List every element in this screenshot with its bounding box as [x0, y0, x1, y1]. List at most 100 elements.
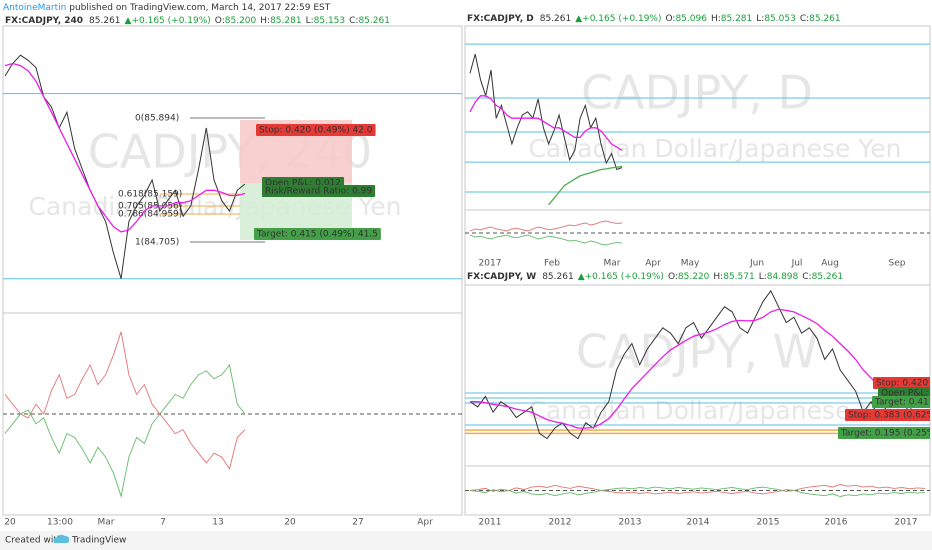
x-tick-label: Jul [791, 259, 803, 269]
footer-created: Created with [5, 536, 63, 546]
x-tick-label: 7 [160, 518, 166, 528]
ohlc-value: 84.898 [767, 272, 799, 282]
moving-average [548, 165, 623, 206]
indicator-line [469, 484, 926, 495]
moving-average [470, 308, 926, 429]
target-label-box [872, 396, 930, 408]
ohlc-label: L: [759, 272, 767, 282]
x-tick-label: 2013 [619, 518, 642, 528]
fib-label: 0(85.894) [135, 114, 179, 124]
quote: 85.261 [540, 14, 572, 24]
target-label-box [254, 228, 381, 240]
symbol-title: FX:CADJPY, D [467, 14, 534, 24]
symbol-header: FX:CADJPY, D 85.261 ▲+0.165 (+0.19%) O:85.0… [467, 14, 841, 24]
price-line [469, 53, 623, 171]
ohlc-label: H: [713, 272, 723, 282]
ohlc-value: 85.571 [723, 272, 755, 282]
moving-average [469, 95, 623, 151]
fib-label: 1(84.705) [135, 238, 179, 248]
price-line [469, 289, 926, 440]
quote: 85.261 [542, 272, 574, 282]
change: ▲+0.165 (+0.19%) [575, 14, 661, 24]
x-tick-label: Sep [889, 259, 906, 269]
indicator-line [469, 486, 926, 497]
ohlc-value: 85.261 [358, 16, 390, 26]
ohlc-value: 85.096 [675, 14, 707, 24]
x-tick-label: 27 [352, 518, 363, 528]
ohlc-value: 85.281 [270, 16, 302, 26]
author[interactable]: AntoineMartin [3, 3, 66, 13]
chart-panel: CADJPY, D Canadian Dollar/Japanese Yen FX:… [464, 14, 931, 516]
plot-area: CADJPY, D Canadian Dollar/Japanese Yen [465, 43, 930, 246]
x-tick-label: 20 [284, 518, 296, 528]
x-tick-label: Apr [645, 259, 661, 269]
indicator-line [469, 220, 623, 232]
ohlc-label: H: [260, 16, 270, 26]
stop-label: Stop: 0.383 (0.62%) [848, 411, 932, 421]
change: ▲+0.165 (+0.19%) [125, 16, 211, 26]
watermark-name: Canadian Dollar/Japanese Yen [529, 134, 902, 163]
x-tick-label: 2017 [895, 518, 918, 528]
ohlc-label: C: [802, 272, 811, 282]
stop-label: Stop: 0.420 (0.49%) 42.0 [876, 379, 932, 389]
pnl-label-box [878, 387, 930, 399]
ohlc-label: O: [668, 272, 678, 282]
ohlc-label: C: [800, 14, 809, 24]
target-label: Target: 0.195 (0.25%) [840, 429, 932, 439]
ohlc-label: C: [349, 16, 358, 26]
watermark-symbol: CADJPY, W [576, 325, 818, 379]
symbol-header: FX:CADJPY, W 85.261 ▲+0.165 (+0.19%) O:85.2… [467, 272, 843, 282]
moving-average [4, 62, 246, 233]
ohlc-label: O: [215, 16, 225, 26]
pnl-label: Open P&L: 0.012 [265, 179, 341, 189]
ohlc-value: 85.200 [225, 16, 257, 26]
x-tick-label: 2011 [479, 518, 502, 528]
ohlc-label: L: [756, 14, 764, 24]
x-tick-label: Feb [544, 259, 560, 269]
fib-label: 0.786(84.959) [118, 210, 182, 220]
x-tick-label: 13 [212, 518, 223, 528]
symbol-title: FX:CADJPY, W [467, 272, 536, 282]
x-tick-label: 13:00 [47, 518, 73, 528]
watermark-name: Canadian Dollar/Japanese Yen [529, 396, 902, 425]
footer-brand[interactable]: TradingView [71, 536, 126, 546]
panel-frame [2, 25, 463, 516]
pnl-label: Open P&L: 0.012 [881, 389, 932, 399]
x-tick-label: 2012 [549, 518, 572, 528]
ohlc-value: 85.261 [809, 14, 841, 24]
watermark-symbol: CADJPY, D [581, 66, 813, 120]
target-label-box [838, 427, 930, 439]
x-tick-label: 2015 [757, 518, 780, 528]
stop-label: Stop: 0.420 (0.49%) 42.0 [259, 126, 373, 136]
stop-label-box [845, 409, 930, 421]
x-tick-label: 20 [4, 518, 16, 528]
ohlc-label: H: [711, 14, 721, 24]
logo [53, 534, 70, 543]
ohlc-label: L: [306, 16, 314, 26]
x-tick-label: May [681, 259, 700, 269]
stop-label-box [873, 377, 930, 389]
ohlc-value: 85.153 [314, 16, 346, 26]
fib-label: 0.618(85.159) [118, 190, 182, 200]
ohlc-value: 85.220 [678, 272, 710, 282]
change: ▲+0.165 (+0.19%) [578, 272, 664, 282]
ohlc-value: 85.053 [764, 14, 796, 24]
stop-label-box [256, 124, 376, 136]
footer-bar [0, 531, 932, 550]
x-tick-label: Mar [604, 259, 621, 269]
target-label: Target: 0.415 (0.49%) 41.5 [874, 398, 932, 408]
x-tick-label: 2016 [825, 518, 848, 528]
ohlc-value: 85.261 [812, 272, 844, 282]
indicator-line [469, 234, 623, 246]
x-tick-label: Aug [821, 259, 839, 269]
target-label: Target: 0.415 (0.49%) 41.5 [256, 230, 378, 240]
pnl-label: Risk/Reward Ratio: 0.99 [265, 187, 372, 197]
